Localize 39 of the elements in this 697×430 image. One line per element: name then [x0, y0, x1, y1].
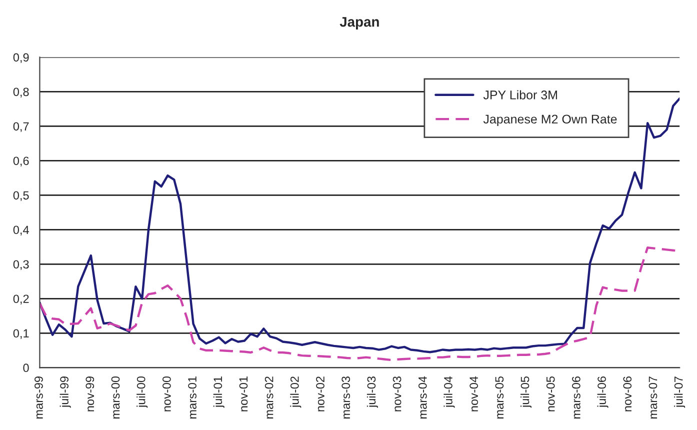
x-tick-label: mars-99 — [34, 376, 43, 418]
x-tick-label: mars-01 — [188, 376, 196, 418]
y-tick-label: 0,6 — [13, 156, 29, 166]
x-tick-label: juil-99 — [60, 376, 71, 408]
x-tick-label: nov-02 — [316, 376, 324, 412]
x-tick-label: mars-06 — [572, 376, 580, 418]
x-tick-label: mars-00 — [111, 376, 120, 418]
x-tick-label: mars-02 — [264, 376, 274, 418]
x-tick-label: juil-04 — [444, 376, 455, 408]
x-tick-label: juil-02 — [290, 376, 302, 408]
x-tick-label: mars-07 — [648, 376, 658, 418]
y-tick-label: 0,1 — [13, 329, 29, 339]
x-tick-label: nov-03 — [392, 376, 402, 412]
x-tick-label: juil-00 — [136, 376, 148, 408]
x-tick-label: mars-04 — [418, 376, 427, 418]
x-tick-label: juil-06 — [597, 376, 608, 408]
y-tick-label: 0,3 — [13, 260, 29, 270]
x-tick-label: mars-03 — [342, 376, 350, 418]
y-tick-label: 0,4 — [13, 226, 29, 236]
x-tick-label: juil-07 — [674, 376, 686, 408]
y-tick-label: 0,9 — [13, 53, 29, 63]
x-tick-label: juil-05 — [520, 376, 532, 408]
x-tick-label: juil-03 — [366, 376, 378, 408]
y-tick-label: 0,5 — [13, 191, 29, 201]
x-tick-label: nov-06 — [623, 376, 632, 412]
y-tick-label: 0,2 — [13, 294, 29, 304]
y-tick-label: 0,8 — [13, 88, 29, 98]
x-tick-label: nov-04 — [470, 376, 478, 412]
y-tick-label: 0 — [23, 364, 29, 372]
x-tick-label: juil-01 — [213, 376, 224, 408]
legend-label: Japanese M2 Own Rate — [483, 114, 617, 126]
legend-label: JPY Libor 3M — [483, 90, 557, 100]
x-tick-label: nov-01 — [239, 376, 248, 412]
x-tick-label: mars-05 — [495, 376, 504, 418]
x-tick-label: nov-99 — [86, 376, 94, 412]
chart-title: Japan — [340, 17, 379, 30]
y-tick-label: 0,7 — [13, 122, 29, 132]
x-tick-label: nov-00 — [162, 376, 171, 412]
x-tick-label: nov-05 — [546, 376, 555, 412]
